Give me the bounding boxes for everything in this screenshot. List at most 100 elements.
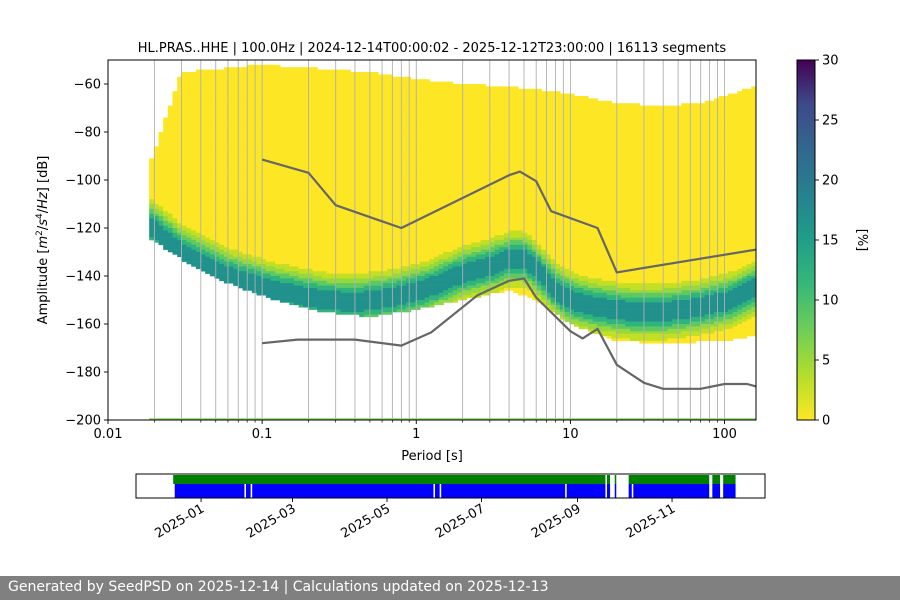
- density-cell: [396, 115, 402, 118]
- density-cell: [359, 110, 365, 114]
- density-cell: [149, 201, 155, 205]
- density-cell: [270, 120, 276, 123]
- density-cell: [237, 264, 244, 267]
- density-cell: [209, 211, 216, 214]
- density-cell: [195, 96, 202, 99]
- density-cell: [237, 93, 244, 97]
- density-cell: [200, 129, 206, 133]
- density-cell: [265, 122, 272, 126]
- density-cell: [247, 261, 253, 265]
- density-cell: [242, 196, 248, 200]
- density-cell: [233, 194, 239, 198]
- density-cell: [200, 189, 206, 193]
- density-cell: [377, 280, 384, 284]
- density-cell: [251, 148, 258, 152]
- density-cell: [331, 290, 337, 294]
- density-cell: [270, 127, 276, 130]
- density-cell: [186, 88, 192, 92]
- density-cell: [247, 184, 253, 188]
- density-cell: [195, 120, 202, 123]
- density-cell: [298, 285, 304, 289]
- density-cell: [195, 199, 202, 202]
- density-cell: [303, 283, 309, 286]
- density-cell: [293, 151, 300, 154]
- density-cell: [270, 283, 276, 286]
- density-cell: [387, 192, 393, 195]
- density-cell: [363, 278, 370, 282]
- density-cell: [256, 278, 262, 282]
- density-cell: [149, 237, 155, 241]
- density-cell: [223, 182, 230, 186]
- density-cell: [354, 256, 360, 260]
- density-cell: [172, 228, 178, 231]
- density-cell: [396, 261, 402, 265]
- density-cell: [396, 302, 402, 306]
- density-cell: [391, 129, 398, 133]
- density-cell: [177, 237, 183, 241]
- density-cell: [289, 158, 295, 162]
- density-cell: [359, 208, 365, 212]
- density-cell: [335, 139, 342, 142]
- density-cell: [214, 81, 220, 85]
- density-cell: [331, 204, 337, 207]
- density-cell: [340, 86, 346, 90]
- density-cell: [172, 237, 178, 241]
- density-cell: [382, 105, 388, 109]
- density-cell: [331, 285, 337, 289]
- density-cell: [214, 96, 220, 99]
- density-cell: [340, 153, 346, 157]
- density-cell: [363, 72, 370, 75]
- density-cell: [382, 276, 388, 279]
- density-cell: [158, 180, 164, 183]
- density-cell: [387, 98, 393, 102]
- density-cell: [354, 172, 360, 176]
- density-cell: [275, 208, 281, 212]
- density-cell: [214, 206, 220, 210]
- density-cell: [279, 297, 286, 301]
- density-cell: [363, 201, 370, 205]
- density-cell: [279, 201, 286, 205]
- density-cell: [363, 108, 370, 111]
- density-cell: [368, 199, 374, 202]
- density-cell: [214, 259, 220, 262]
- density-cell: [261, 249, 267, 253]
- density-cell: [368, 129, 374, 133]
- density-cell: [177, 86, 183, 90]
- density-cell: [331, 79, 337, 82]
- density-cell: [340, 112, 346, 116]
- density-cell: [382, 136, 388, 140]
- density-cell: [331, 276, 337, 279]
- density-cell: [377, 278, 384, 282]
- density-cell: [321, 232, 328, 236]
- density-cell: [214, 244, 220, 248]
- density-cell: [345, 280, 351, 284]
- density-cell: [354, 148, 360, 152]
- density-cell: [321, 295, 328, 298]
- density-cell: [317, 273, 323, 277]
- density-cell: [279, 86, 286, 90]
- density-cell: [200, 74, 206, 78]
- density-cell: [382, 168, 388, 171]
- density-cell: [209, 132, 216, 135]
- density-cell: [363, 314, 370, 318]
- density-cell: [349, 242, 356, 246]
- density-cell: [363, 170, 370, 174]
- density-cell: [363, 120, 370, 123]
- density-cell: [326, 100, 332, 104]
- density-cell: [354, 117, 360, 121]
- density-cell: [387, 216, 393, 219]
- density-cell: [214, 132, 220, 135]
- density-cell: [331, 213, 337, 217]
- density-cell: [303, 252, 309, 255]
- density-cell: [219, 105, 225, 109]
- density-cell: [382, 141, 388, 145]
- density-cell: [153, 218, 160, 222]
- density-cell: [312, 168, 318, 171]
- density-cell: [340, 261, 346, 265]
- density-cell: [303, 256, 309, 260]
- density-cell: [261, 213, 267, 217]
- density-cell: [223, 153, 230, 157]
- density-cell: [326, 283, 332, 286]
- density-cell: [270, 242, 276, 246]
- density-cell: [237, 103, 244, 106]
